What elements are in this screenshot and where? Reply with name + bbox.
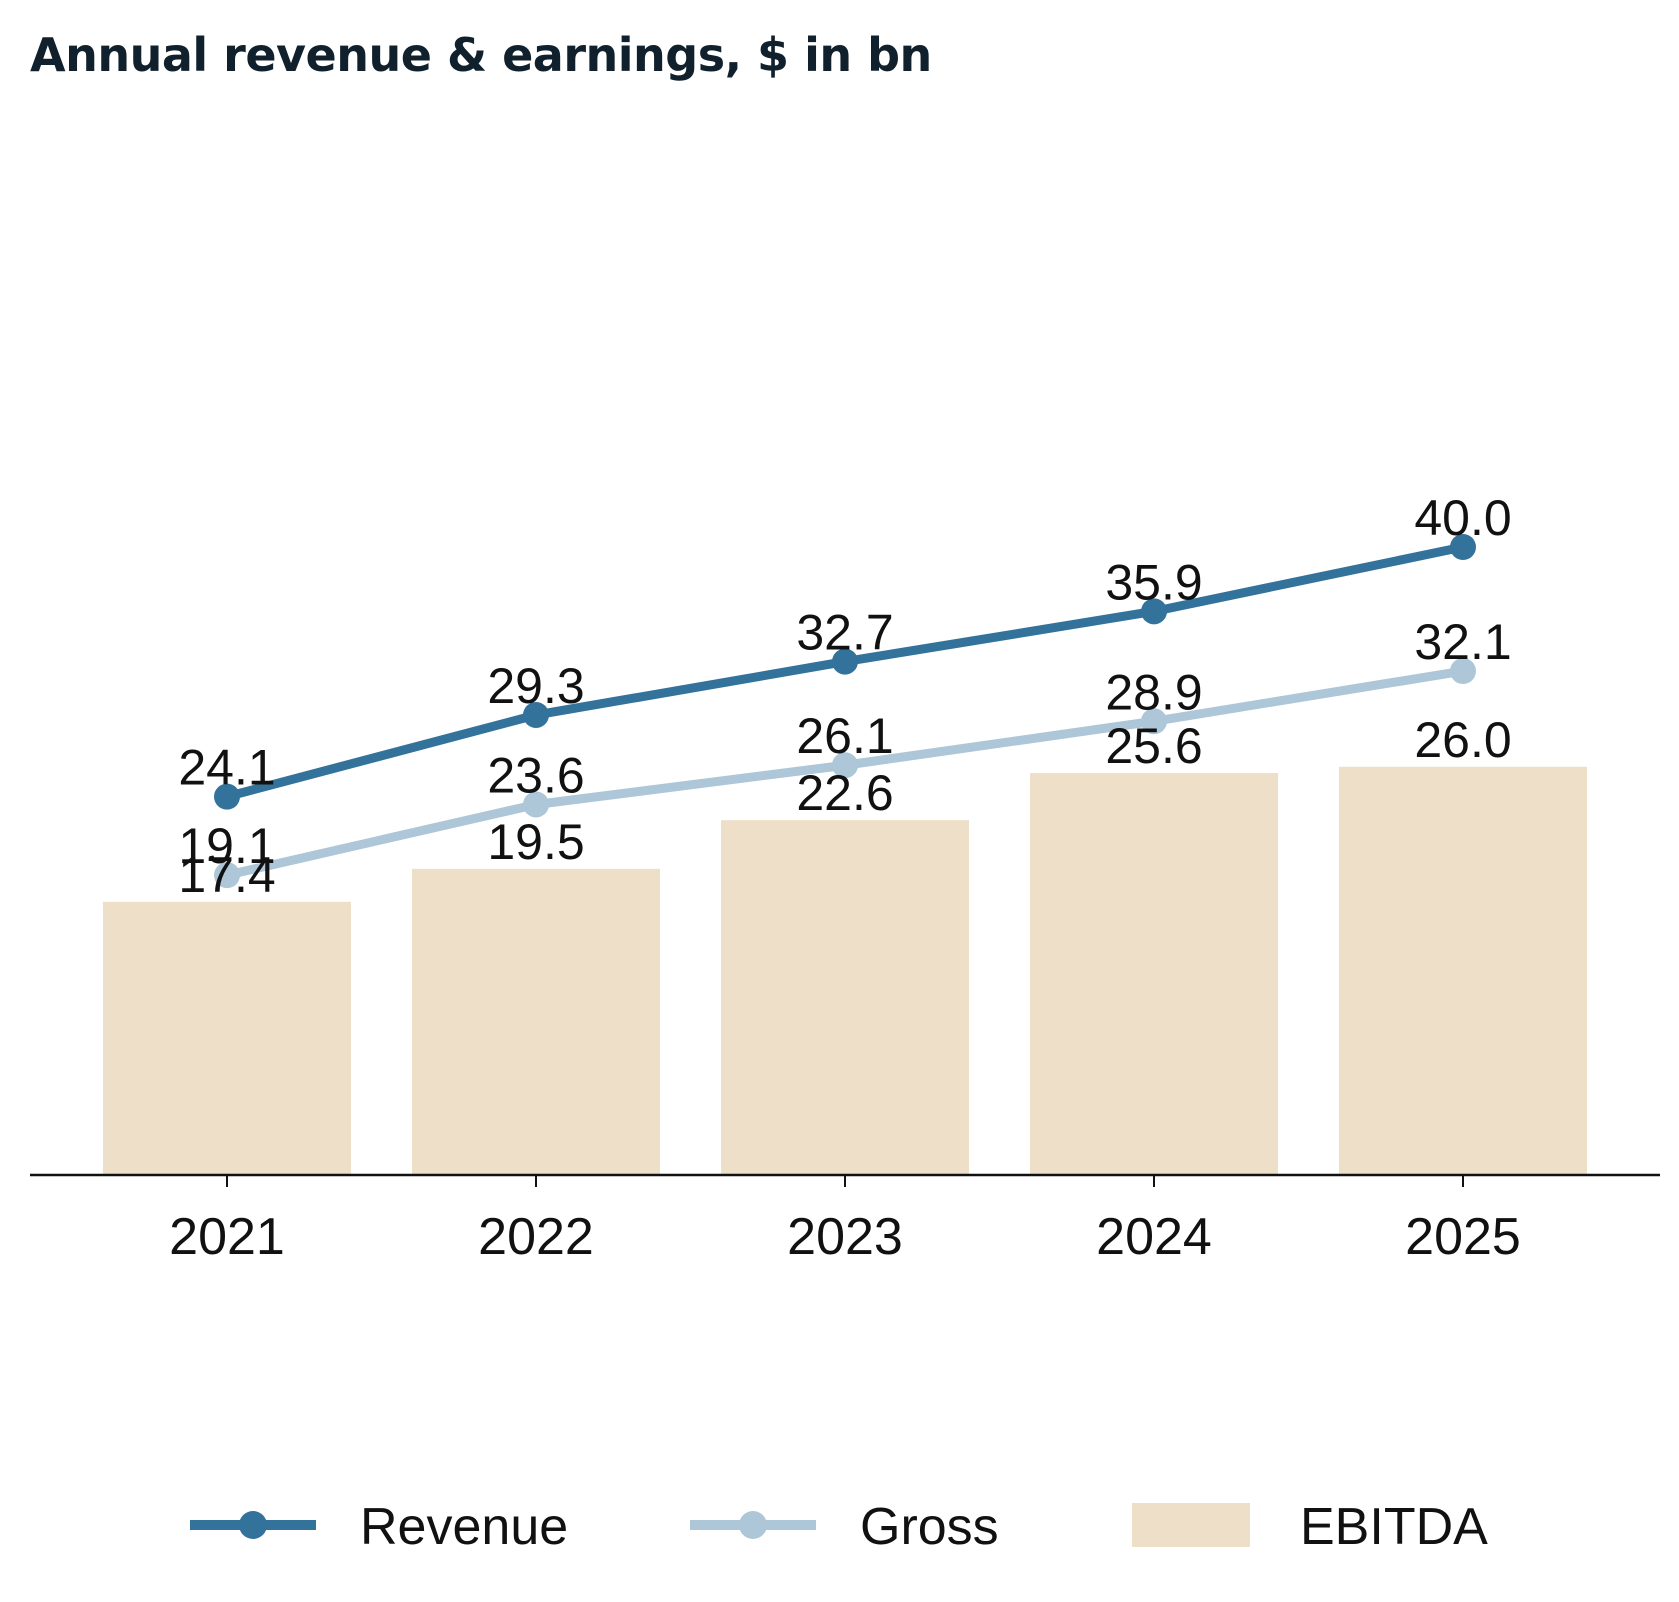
x-tick-label-2025: 2025 (1405, 1208, 1521, 1266)
revenue-point-2022 (523, 701, 549, 728)
ebitda-value-label-2024: 25.6 (1105, 718, 1202, 774)
chart-title: Annual revenue & earnings, $ in bn (30, 28, 932, 82)
revenue-point-2025 (1450, 534, 1476, 560)
legend-gross-label: Gross (860, 1498, 999, 1556)
gross-point-2022 (523, 791, 549, 818)
revenue-value-label-2024: 35.9 (1105, 554, 1202, 610)
ebitda-value-label-2023: 22.6 (796, 765, 893, 821)
ebitda-bar-2024 (1030, 773, 1278, 1175)
ebitda-value-label-2022: 19.5 (487, 814, 584, 870)
ebitda-bar-2023 (721, 820, 969, 1175)
gross-point-2024 (1141, 708, 1167, 735)
gross-value-label-2024: 28.9 (1105, 664, 1202, 720)
gross-value-label-2022: 23.6 (487, 747, 584, 803)
legend-revenue-marker (239, 1511, 267, 1539)
gross-value-label-2025: 32.1 (1414, 614, 1511, 670)
revenue-value-label-2025: 40.0 (1414, 490, 1511, 546)
revenue-point-2023 (832, 648, 858, 675)
x-tick-label-2024: 2024 (1096, 1208, 1212, 1266)
x-tick-label-2022: 2022 (478, 1208, 594, 1266)
revenue-point-2021 (214, 783, 240, 810)
ebitda-value-label-2021: 17.4 (178, 847, 275, 903)
revenue-value-label-2021: 24.1 (178, 740, 275, 796)
legend-ebitda-swatch (1132, 1503, 1250, 1547)
gross-point-2025 (1450, 658, 1476, 685)
legend-ebitda-label: EBITDA (1300, 1498, 1488, 1556)
gross-value-label-2023: 26.1 (796, 708, 893, 764)
x-tick-label-2023: 2023 (787, 1208, 903, 1266)
legend-revenue-label: Revenue (360, 1498, 568, 1556)
legend-gross-marker (739, 1511, 767, 1539)
ebitda-bar-2025 (1339, 766, 1587, 1175)
revenue-value-label-2022: 29.3 (487, 658, 584, 714)
gross-value-label-2021: 19.1 (178, 818, 275, 874)
ebitda-bar-2021 (103, 901, 351, 1175)
x-tick-label-2021: 2021 (169, 1208, 285, 1266)
ebitda-value-label-2025: 26.0 (1414, 712, 1511, 768)
ebitda-bar-2022 (412, 868, 660, 1175)
revenue-point-2024 (1141, 598, 1167, 625)
revenue-value-label-2023: 32.7 (796, 605, 893, 661)
gross-point-2021 (214, 862, 240, 889)
gross-point-2023 (832, 752, 858, 779)
